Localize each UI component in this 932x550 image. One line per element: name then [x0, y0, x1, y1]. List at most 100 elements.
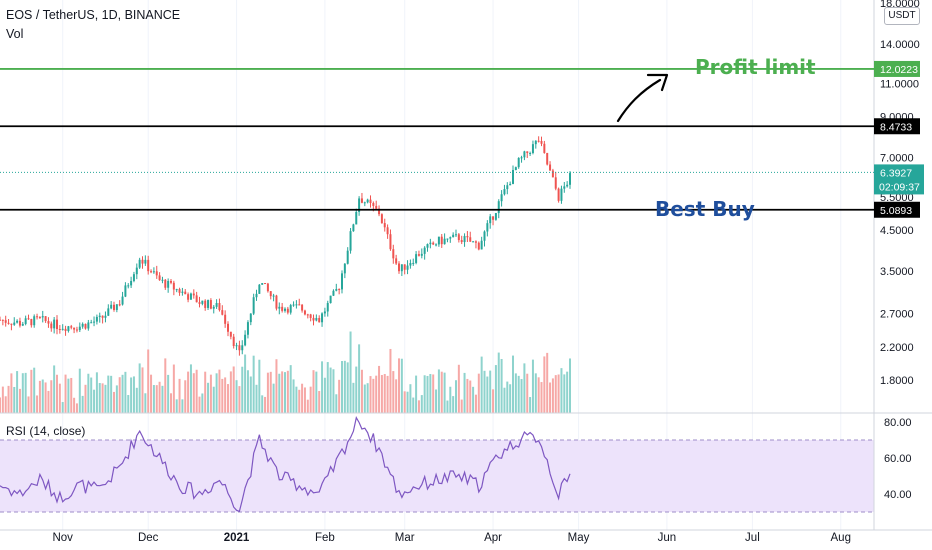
volume-bar [33, 367, 36, 413]
volume-bar [554, 375, 557, 413]
candle-body [463, 236, 466, 243]
volume-bar [429, 374, 432, 413]
candle-body [278, 306, 281, 309]
volume-bar [10, 373, 13, 413]
candle-body [486, 223, 489, 232]
profit-line-price-label [874, 60, 920, 77]
candle-body [341, 273, 343, 290]
volume-bar [455, 380, 457, 413]
volume-bar [452, 396, 455, 413]
candle-body [81, 323, 84, 327]
volume-bar [258, 359, 261, 413]
volume-bar [124, 371, 127, 413]
volume-bar [563, 374, 566, 413]
candle-body [560, 188, 563, 201]
volume-bar [115, 385, 118, 413]
volume-bar [537, 377, 540, 413]
candle-body [452, 234, 455, 238]
volume-bar [16, 371, 19, 413]
price-tick-label: 5.5000 [880, 192, 914, 204]
candle-body [409, 263, 412, 266]
volume-bars [0, 331, 571, 413]
volume-bar [235, 380, 238, 413]
volume-bar [198, 396, 201, 413]
price-tick-label: 7.0000 [880, 153, 914, 165]
candle-body [301, 304, 304, 311]
candle-body [53, 319, 56, 329]
candle-body [127, 285, 130, 287]
volume-bar [232, 366, 235, 413]
volume-bar [375, 375, 378, 413]
candle-body [386, 227, 389, 235]
resistance-line-price-label [874, 118, 920, 135]
candle-body [352, 224, 355, 232]
volume-bar [549, 382, 552, 413]
candle-body [506, 185, 509, 190]
volume-label[interactable]: Vol [6, 27, 24, 41]
candle-body [549, 164, 552, 171]
candle-body [204, 300, 207, 308]
candle-body [392, 249, 395, 259]
symbol-title[interactable]: EOS / TetherUS, 1D, BINANCE [6, 8, 181, 22]
volume-bar [184, 380, 187, 413]
volume-bar [426, 375, 429, 413]
candle-body [446, 238, 449, 240]
candle-body [110, 304, 113, 309]
volume-bar [423, 375, 426, 413]
time-axis: Nov Dec 2021 Feb Mar Apr May Jun Jul Aug [52, 532, 851, 544]
best-buy-note: Best Buy [655, 197, 755, 221]
volume-bar [569, 358, 571, 413]
volume-bar [303, 387, 306, 413]
volume-bar [132, 376, 135, 413]
candle-body [449, 237, 452, 239]
volume-bar [312, 370, 315, 413]
volume-bar [84, 384, 87, 413]
candle-body [395, 258, 398, 264]
profit-limit-note: Profit limit [695, 55, 816, 79]
volume-bar [477, 373, 480, 413]
volume-bar [349, 331, 352, 413]
candle-body [503, 189, 506, 195]
candle-body [249, 313, 252, 323]
candle-body [1, 319, 4, 321]
volume-bar [523, 363, 526, 413]
candle-body [275, 295, 278, 309]
candle-body [101, 315, 104, 318]
volume-bar [0, 397, 1, 413]
candle-body [295, 304, 298, 306]
volume-bar [543, 356, 546, 413]
candle-body [235, 345, 238, 347]
candle-body [426, 244, 429, 248]
candle-body [70, 326, 73, 328]
candle-body [170, 280, 172, 283]
rsi-label[interactable]: RSI (14, close) [6, 424, 86, 438]
candle-body [400, 264, 403, 272]
rsi-tick-label: 40.00 [884, 489, 912, 501]
candle-body [252, 297, 255, 314]
candle-body [329, 295, 332, 304]
candle-body [44, 316, 47, 322]
candle-body [195, 295, 198, 303]
volume-bar [104, 384, 107, 413]
candle-body [417, 254, 420, 256]
candle-body [192, 293, 195, 296]
candlesticks [0, 136, 571, 356]
candle-body [150, 271, 153, 273]
candle-body [457, 234, 460, 241]
volume-bar [150, 374, 153, 413]
candle-body [517, 158, 520, 168]
current-price-text: 6.3927 [880, 167, 912, 179]
candle-body [73, 327, 76, 330]
currency-badge[interactable]: USDT [884, 7, 920, 25]
candle-body [93, 321, 96, 323]
volume-bar [472, 386, 475, 413]
volume-bar [67, 378, 70, 413]
volume-bar [534, 373, 537, 413]
candle-body [523, 151, 526, 158]
candle-body [389, 234, 392, 250]
volume-bar [489, 370, 492, 413]
candle-body [4, 320, 7, 323]
volume-bar [53, 365, 56, 413]
candle-body [209, 300, 212, 309]
